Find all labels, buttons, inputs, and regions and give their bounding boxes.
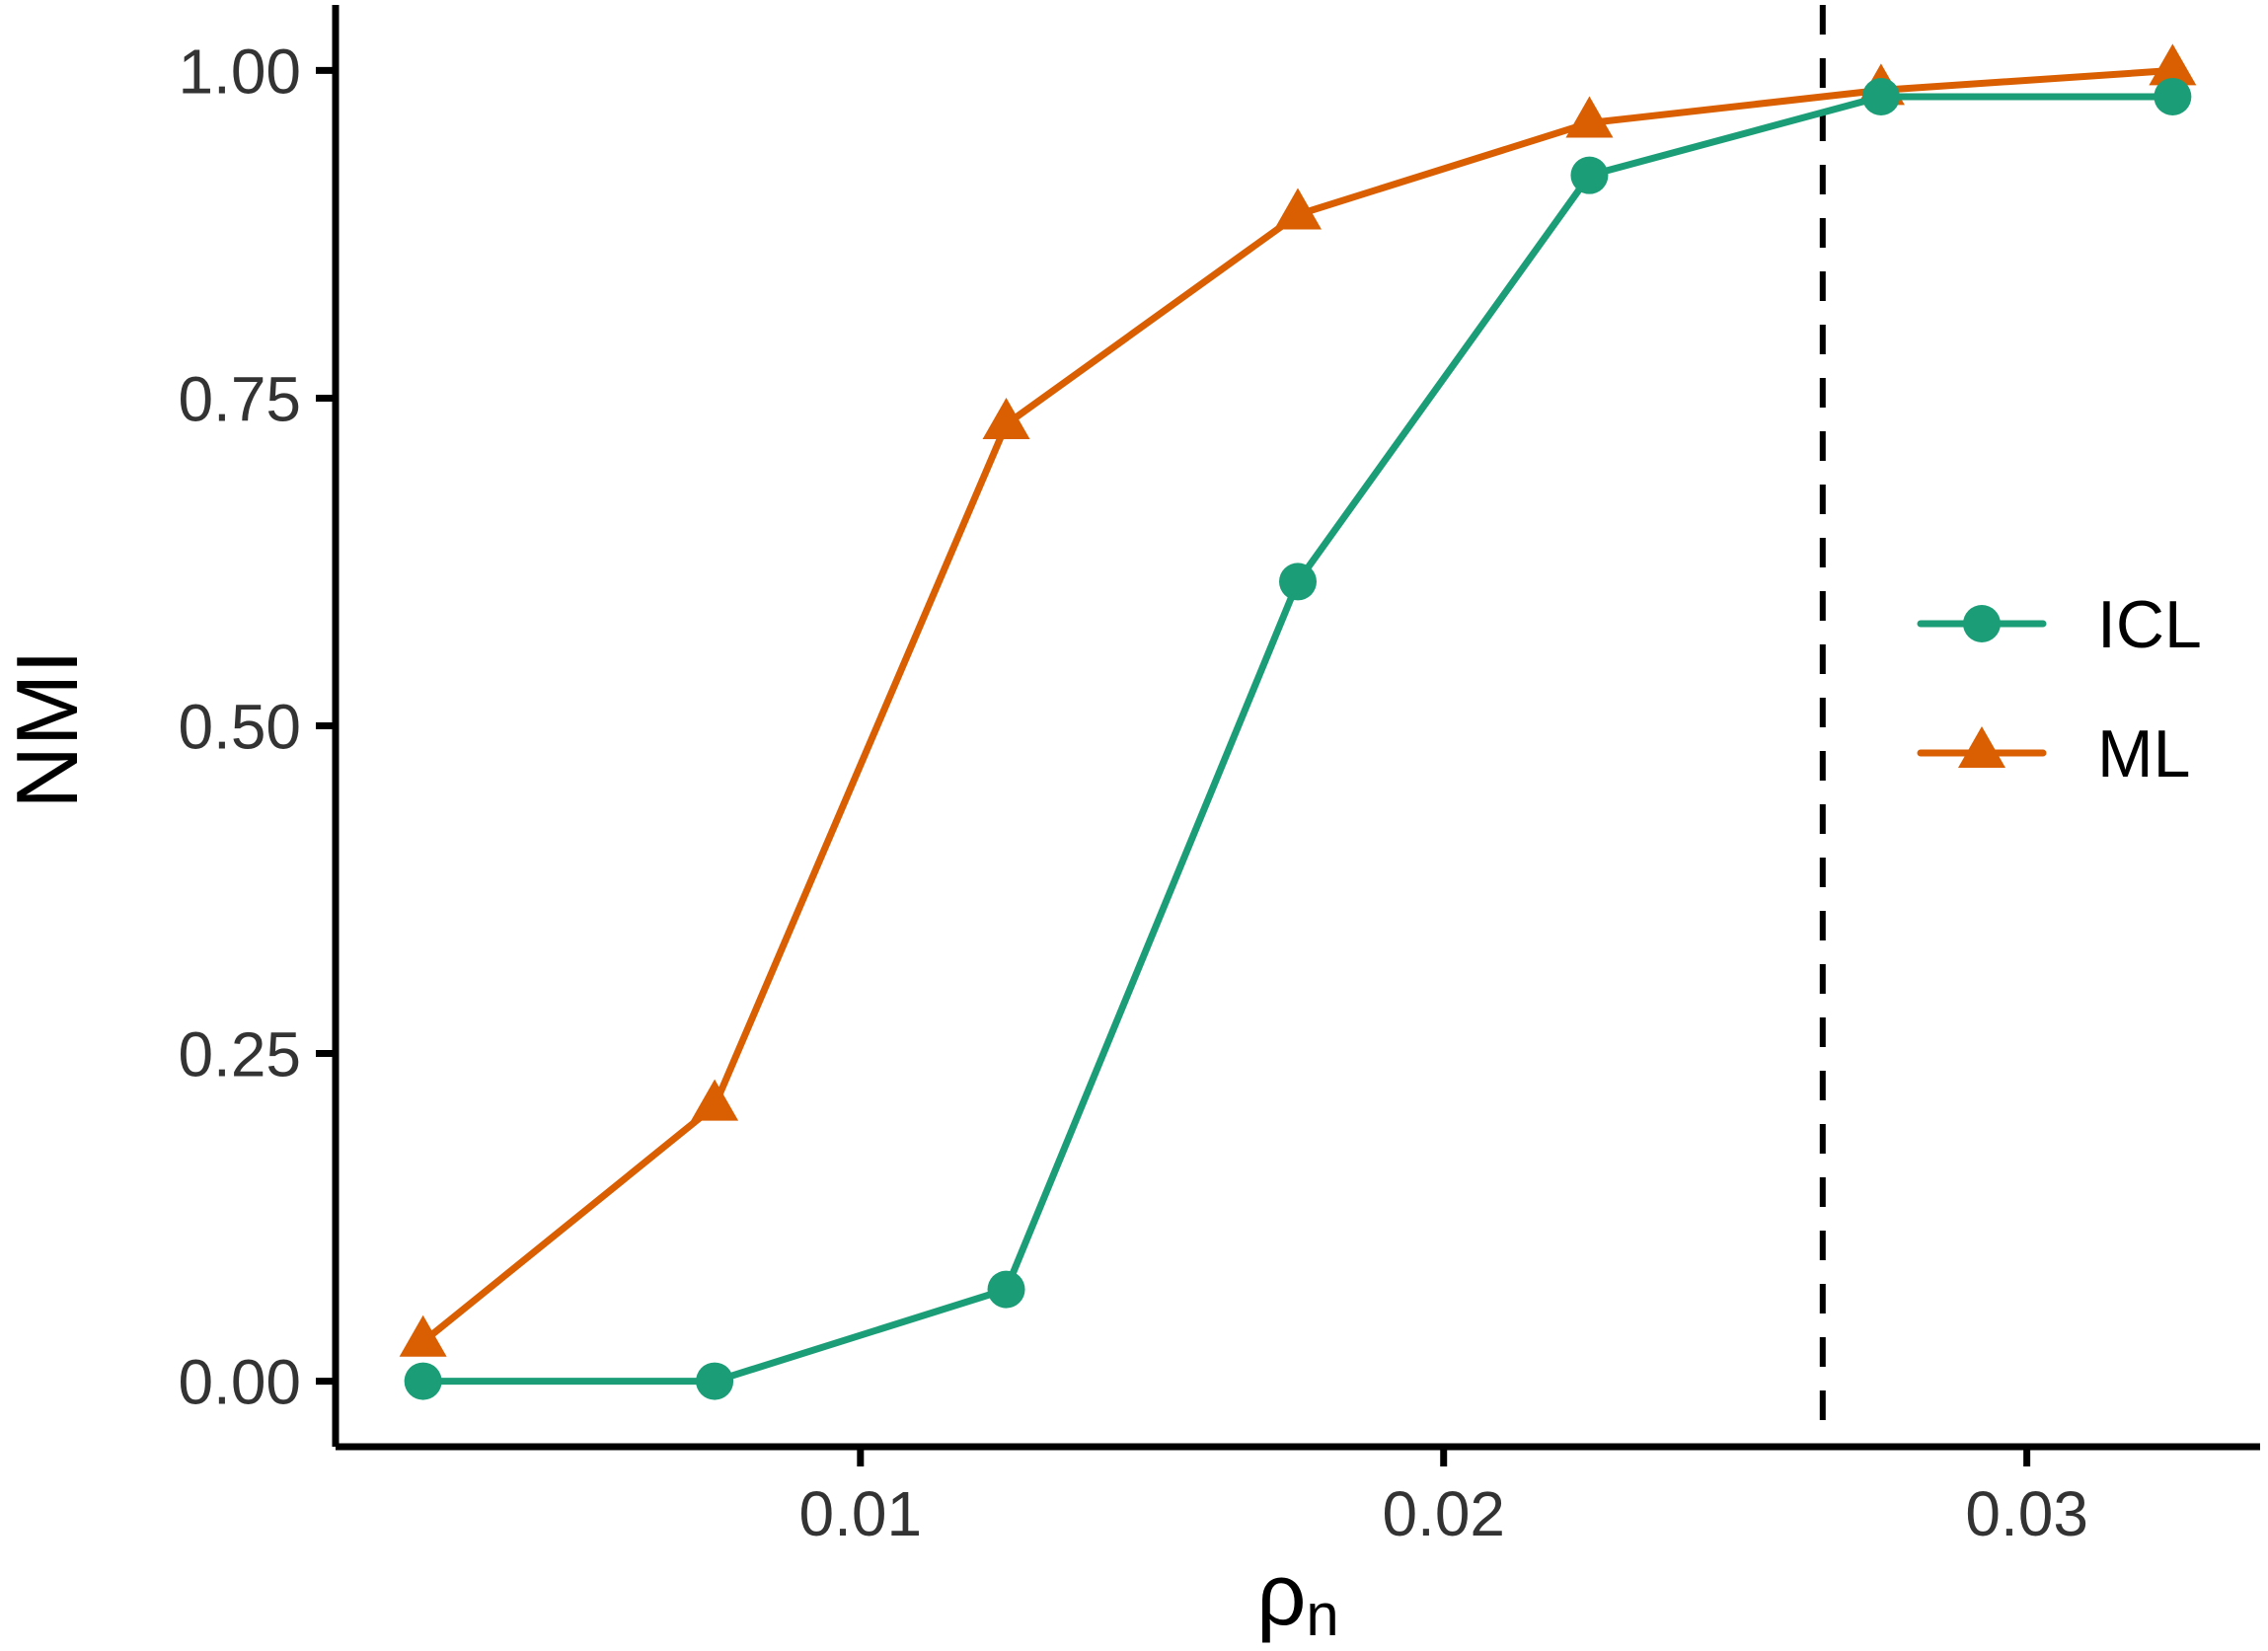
legend-item-ml: ML — [1917, 716, 2190, 791]
icl-marker — [404, 1362, 442, 1400]
icl-marker — [1570, 156, 1609, 194]
icl-marker — [987, 1270, 1025, 1309]
icl-marker — [1861, 77, 1900, 115]
ml-marker — [1274, 188, 1322, 230]
icl-marker — [696, 1362, 734, 1400]
y-axis-title: NMI — [0, 649, 96, 809]
y-tick-label: 0.75 — [178, 363, 301, 434]
x-tick-label: 0.02 — [1382, 1478, 1505, 1549]
x-axis-title-subscript: n — [1306, 1581, 1339, 1648]
ml-line — [419, 66, 2176, 1346]
icl-marker — [1279, 563, 1317, 601]
ml-marker — [1565, 96, 1614, 138]
ml-marker — [982, 398, 1030, 440]
y-tick-label: 1.00 — [178, 36, 301, 107]
ml-marker — [399, 1314, 447, 1357]
legend-item-icl: ICL — [1917, 587, 2202, 662]
y-tick-label: 0.25 — [178, 1019, 301, 1090]
legend-label: ML — [2097, 716, 2190, 791]
ml-marker — [691, 1079, 739, 1121]
legend-key-marker — [1958, 726, 2005, 768]
x-tick-label: 0.01 — [799, 1478, 923, 1549]
legend-label: ICL — [2097, 587, 2202, 662]
x-axis-title: ρn — [1256, 1551, 1338, 1645]
series-icl — [404, 77, 2192, 1400]
y-tick-label: 0.50 — [178, 692, 301, 763]
ml-marker — [2149, 43, 2197, 86]
x-tick-label: 0.03 — [1965, 1478, 2088, 1549]
y-tick-label: 0.00 — [178, 1347, 301, 1418]
legend-key-marker — [1963, 605, 2001, 642]
icl-line — [419, 93, 2176, 1386]
x-axis-title-symbol: ρ — [1256, 1545, 1307, 1643]
icl-marker — [2154, 77, 2192, 115]
series-ml — [399, 43, 2197, 1357]
